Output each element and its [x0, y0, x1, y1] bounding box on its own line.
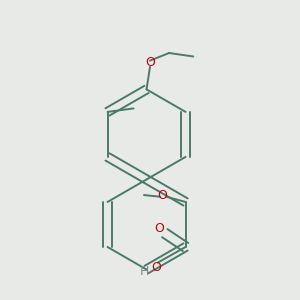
Text: H: H: [139, 265, 149, 278]
Text: O: O: [145, 56, 155, 69]
Text: O: O: [154, 222, 164, 235]
Text: O: O: [151, 261, 161, 274]
Text: O: O: [157, 188, 167, 202]
